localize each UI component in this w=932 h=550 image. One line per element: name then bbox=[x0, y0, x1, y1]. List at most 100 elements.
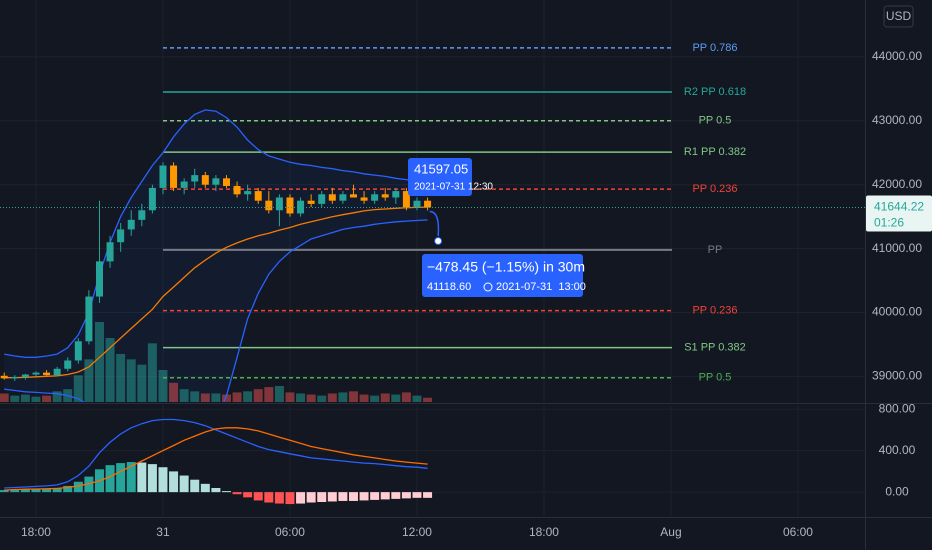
candle-body bbox=[402, 191, 410, 208]
candle-body bbox=[244, 191, 252, 195]
pivot-label: R2 PP 0.618 bbox=[684, 86, 746, 98]
volume-bar bbox=[52, 391, 62, 402]
candle-body bbox=[85, 296, 93, 342]
candle-body bbox=[212, 178, 220, 185]
volume-bar bbox=[126, 359, 136, 402]
volume-bar bbox=[116, 354, 126, 402]
volume-bar bbox=[317, 395, 327, 402]
currency-button[interactable] bbox=[883, 5, 914, 28]
histogram-bar bbox=[391, 492, 401, 499]
histogram-bar bbox=[63, 485, 73, 493]
volume-bar bbox=[73, 375, 83, 402]
histogram-bar bbox=[401, 492, 411, 499]
candle-body bbox=[424, 200, 432, 208]
current-price-box bbox=[866, 195, 932, 232]
grid bbox=[0, 0, 865, 516]
candle-body bbox=[254, 191, 262, 201]
y-tick-label: 400.00 bbox=[879, 443, 916, 457]
candle-body bbox=[360, 197, 368, 201]
volume-bar bbox=[306, 394, 316, 402]
volume-bar bbox=[221, 394, 231, 402]
candle-body bbox=[159, 165, 167, 188]
volume-bar bbox=[0, 393, 9, 402]
histogram-bar bbox=[200, 483, 210, 493]
candle-body bbox=[318, 194, 326, 204]
volume-bar bbox=[296, 393, 306, 402]
histogram-bar bbox=[211, 487, 221, 493]
histogram-bar bbox=[0, 490, 9, 493]
candle-body bbox=[201, 175, 209, 185]
volume-bar bbox=[412, 395, 422, 402]
histogram-bar bbox=[264, 492, 274, 503]
volume-bar bbox=[147, 343, 157, 402]
histogram-bar bbox=[10, 489, 20, 493]
histogram-bar bbox=[105, 465, 115, 493]
candle-body bbox=[180, 181, 188, 188]
candle-body bbox=[233, 185, 241, 195]
x-tick-label: 06:00 bbox=[275, 525, 305, 539]
y-tick-label: 44000.00 bbox=[872, 49, 922, 63]
volume-bar bbox=[338, 392, 348, 402]
candle-body bbox=[117, 229, 125, 243]
histogram-bar bbox=[253, 492, 263, 501]
histogram-bar bbox=[327, 492, 337, 502]
histogram-bar bbox=[317, 492, 327, 502]
histogram-bar bbox=[423, 492, 433, 498]
candle-body bbox=[0, 375, 8, 379]
candle-body bbox=[74, 341, 82, 361]
macd-pane bbox=[0, 418, 433, 505]
pivot-label: S1 PP 0.382 bbox=[684, 342, 746, 354]
volume-bar bbox=[232, 392, 242, 402]
candle-body bbox=[11, 377, 19, 379]
candle-body bbox=[43, 372, 51, 376]
volume-bar bbox=[169, 382, 179, 402]
measure-target: 41118.60 bbox=[427, 281, 471, 293]
tooltip-time: 2021-07-31 12:30 bbox=[414, 182, 493, 193]
signal-line bbox=[4, 427, 428, 491]
tooltip-price: 41597.05 bbox=[414, 161, 468, 176]
volume-bar bbox=[285, 392, 295, 402]
volume-bar bbox=[423, 397, 433, 402]
band-upper bbox=[4, 109, 428, 358]
histogram-bar bbox=[348, 492, 358, 501]
volume-bar bbox=[10, 395, 20, 402]
price-pane bbox=[0, 47, 865, 402]
histogram-bar bbox=[380, 492, 390, 500]
histogram-bar bbox=[296, 492, 306, 504]
histogram-bar bbox=[370, 492, 380, 500]
annotations: PP 0.786 R2 PP 0.618 PP 0.5 R1 PP 0.382 PP 0… bbox=[408, 42, 746, 384]
pivot-label: R1 PP 0.382 bbox=[684, 146, 746, 158]
volume-bar bbox=[94, 322, 104, 402]
histogram-bar bbox=[158, 467, 168, 493]
volume-bar bbox=[190, 391, 200, 402]
measure-box bbox=[422, 254, 583, 297]
candle-body bbox=[275, 197, 283, 211]
x-tick-label: 12:00 bbox=[402, 525, 432, 539]
ema-line bbox=[4, 206, 428, 379]
candle-body bbox=[53, 368, 61, 376]
volume-bar bbox=[137, 364, 147, 402]
candle-body bbox=[392, 191, 400, 198]
clock-icon bbox=[483, 282, 493, 292]
x-tick-label: 31 bbox=[156, 525, 170, 539]
candle-body bbox=[339, 194, 347, 201]
histogram-bar bbox=[338, 492, 348, 501]
candle-body bbox=[222, 178, 230, 186]
currency-label: USD bbox=[886, 9, 912, 23]
histogram-bar bbox=[31, 489, 41, 493]
histogram-bar bbox=[147, 464, 157, 493]
x-tick-label: Aug bbox=[660, 525, 681, 539]
candle-body bbox=[95, 261, 103, 297]
histogram-bar bbox=[232, 492, 242, 495]
candle-body bbox=[106, 242, 114, 262]
pivot-label: PP 0.5 bbox=[699, 372, 732, 384]
volume-bar bbox=[391, 394, 401, 402]
candle-body bbox=[381, 194, 389, 198]
pivot-label: PP 0.236 bbox=[692, 183, 737, 195]
volume-bar bbox=[84, 359, 94, 402]
histogram-bar bbox=[169, 471, 179, 493]
candle-body bbox=[21, 374, 29, 378]
